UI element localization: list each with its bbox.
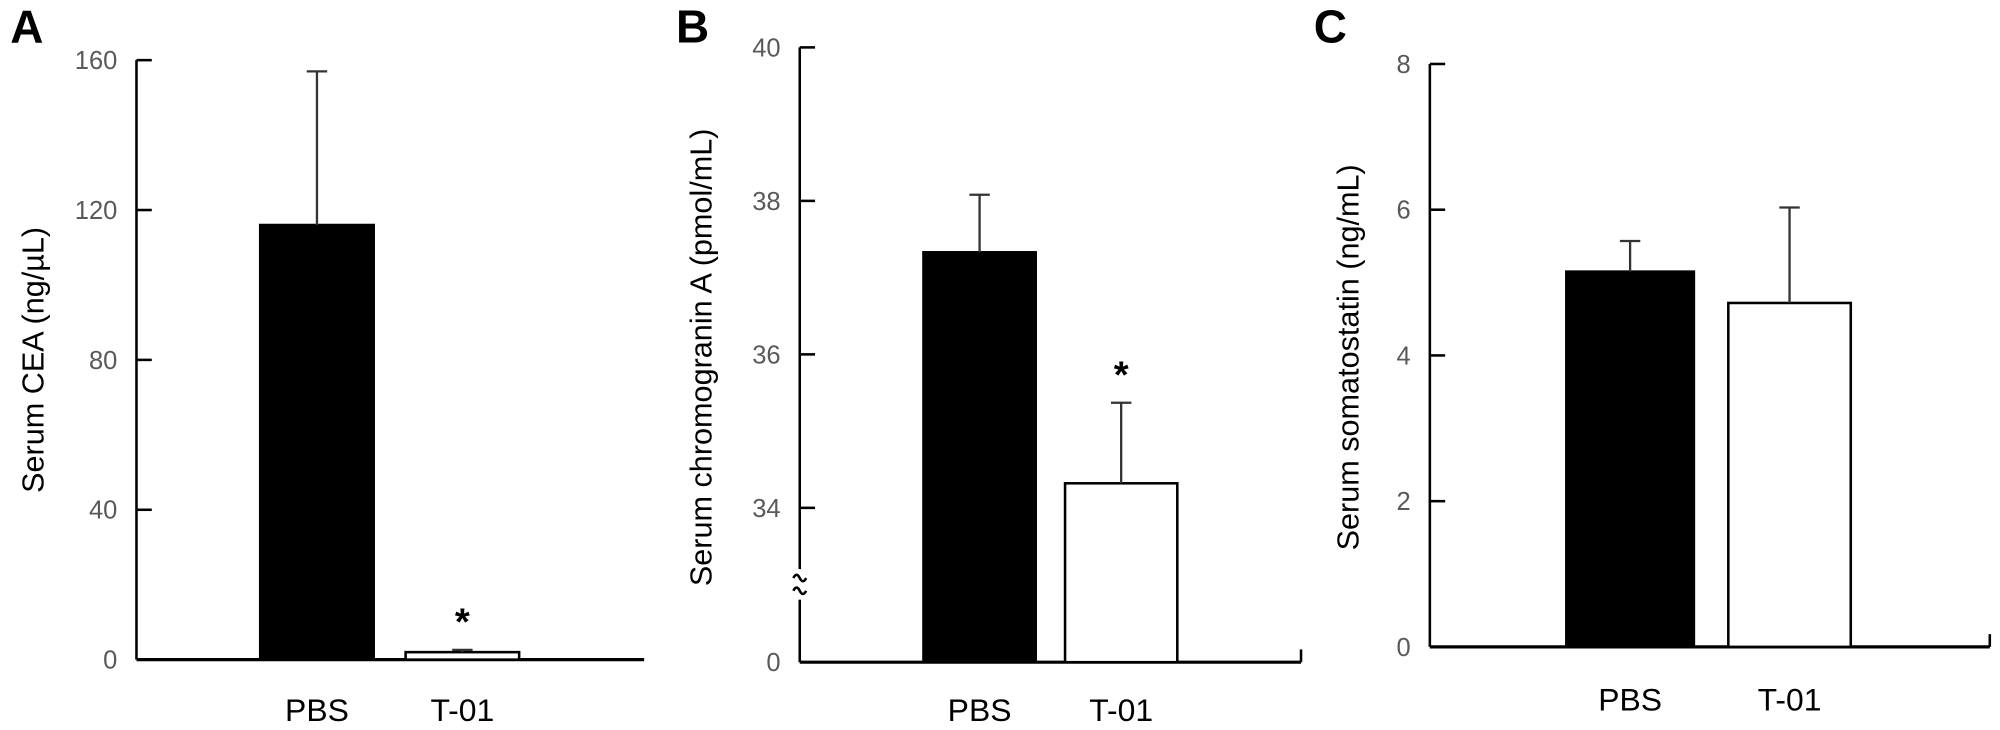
y-tick-label: 36 — [752, 341, 780, 369]
bar-t-01 — [1063, 482, 1179, 664]
significance-marker: * — [455, 601, 470, 644]
y-tick-label: 38 — [752, 188, 780, 216]
y-tick-label: 40 — [89, 497, 117, 525]
panel-b: B Serum chromogranin A (pmol/mL) 0 34 36 38 40… — [676, 0, 1303, 728]
y-tick-label: 2 — [1397, 488, 1411, 516]
x-category-label: T-01 — [1758, 682, 1822, 718]
bar-pbs — [258, 223, 375, 661]
y-tick-label: 120 — [75, 197, 118, 225]
axis-break-mark — [792, 586, 808, 596]
x-category-label: T-01 — [1089, 692, 1153, 728]
x-category-label: PBS — [948, 692, 1012, 728]
y-tick-label: 4 — [1397, 342, 1411, 370]
y-tick-label: 0 — [103, 647, 117, 675]
y-tick-label: 160 — [75, 47, 118, 75]
x-category-label: PBS — [285, 692, 349, 728]
y-tick-label: 0 — [1397, 634, 1411, 662]
panel-letter: B — [676, 0, 709, 52]
panel-c: C Serum somatostatin (ng/mL) 0 2 4 6 8 PBS T-01 — [1314, 0, 1992, 718]
y-tick-label: 80 — [89, 347, 117, 375]
bar-t-01 — [404, 650, 521, 661]
y-tick-label: 40 — [752, 34, 780, 62]
y-axis-label: Serum chromogranin A (pmol/mL) — [685, 129, 719, 587]
panel-letter: A — [10, 0, 43, 52]
axis-break-mark — [792, 573, 808, 583]
y-tick-label: 0 — [766, 649, 780, 677]
panel-letter: C — [1314, 0, 1347, 52]
y-tick-label: 34 — [752, 495, 780, 523]
significance-marker: * — [1114, 353, 1129, 396]
x-category-label: PBS — [1598, 682, 1662, 718]
axis-break-gap — [789, 569, 810, 600]
y-tick-label: 6 — [1397, 197, 1411, 225]
bar-pbs — [1565, 270, 1696, 649]
bar-pbs — [922, 251, 1037, 664]
y-axis-label: Serum CEA (ng/µL) — [16, 227, 50, 493]
panel-a: A Serum CEA (ng/µL) 0 40 80 120 160 PBS * T-01 — [10, 0, 645, 728]
bar-t-01 — [1727, 301, 1853, 649]
y-tick-label: 8 — [1397, 51, 1411, 79]
y-axis-label: Serum somatostatin (ng/mL) — [1331, 164, 1365, 550]
x-category-label: T-01 — [430, 692, 494, 728]
